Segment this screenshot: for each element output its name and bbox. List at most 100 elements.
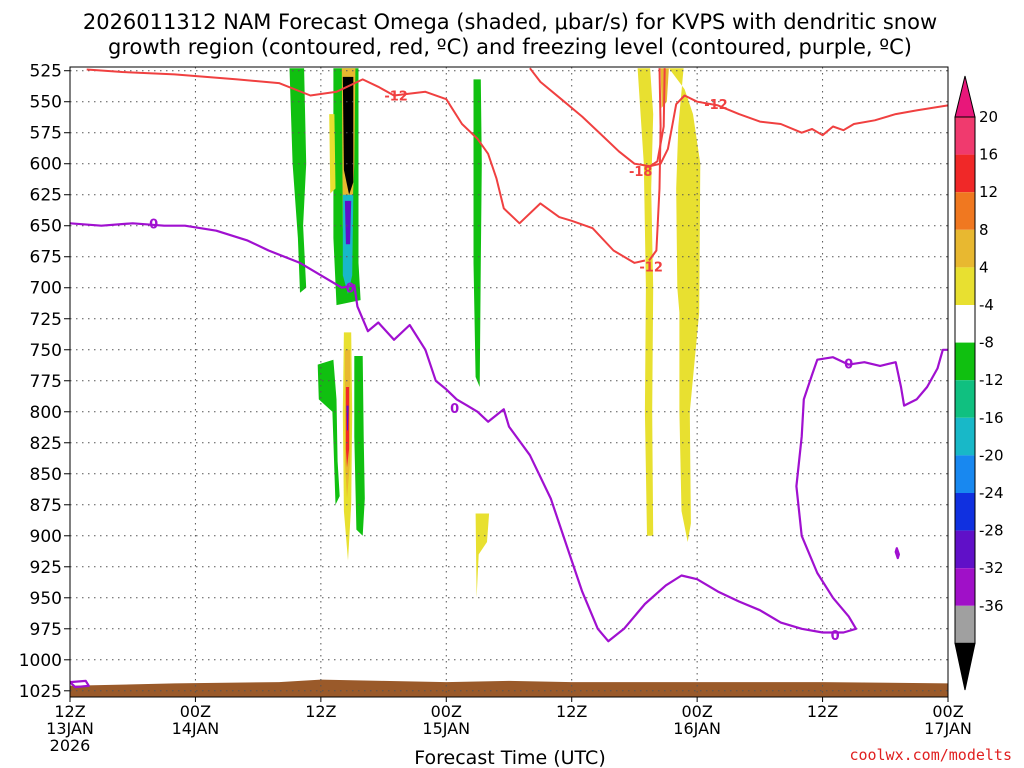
colorbar-bottom-cap bbox=[954, 642, 976, 691]
colorbar-swatch-3 bbox=[955, 229, 975, 268]
omega-region-7 bbox=[317, 359, 340, 505]
colorbar-label-0: 20 bbox=[979, 108, 998, 126]
x-tick-label-5-0: 00Z bbox=[681, 702, 712, 721]
colorbar-swatch-13 bbox=[955, 605, 975, 644]
omega-region-0 bbox=[289, 68, 307, 293]
y-tick-label-2: 575 bbox=[30, 124, 62, 144]
colorbar-label-11: -28 bbox=[979, 522, 1004, 540]
colorbar-swatch-10 bbox=[955, 493, 975, 531]
colorbar-label-10: -24 bbox=[979, 484, 1004, 502]
y-tick-label-4: 625 bbox=[30, 186, 62, 206]
contour-label-7: 0 bbox=[844, 357, 853, 372]
y-tick-label-13: 850 bbox=[30, 465, 62, 485]
colorbar-swatch-4 bbox=[955, 267, 975, 305]
colorbar-label-2: 12 bbox=[979, 183, 998, 201]
x-tick-label-0-2: 2026 bbox=[50, 736, 91, 755]
contour-labels: -12 -18 -12 -12 0 0 0 0 0 bbox=[149, 90, 853, 644]
x-tick-label-6-0: 12Z bbox=[807, 702, 838, 721]
plot-area bbox=[70, 67, 948, 697]
colorbar-swatch-2 bbox=[955, 192, 975, 230]
terrain bbox=[70, 679, 948, 697]
x-tick-label-0-1: 13JAN bbox=[46, 719, 94, 738]
credit-text: coolwx.com/modelts bbox=[849, 746, 1012, 764]
y-tick-label-1: 550 bbox=[30, 93, 62, 113]
y-tick-label-10: 775 bbox=[30, 372, 62, 392]
colorbar-swatch-12 bbox=[955, 568, 975, 606]
colorbar-label-4: 4 bbox=[979, 258, 989, 276]
plot-frame bbox=[69, 66, 949, 698]
omega-region-16 bbox=[668, 68, 701, 542]
dgz-contour-1 bbox=[529, 67, 948, 168]
omega-region-13 bbox=[473, 79, 482, 388]
y-tick-label-5: 650 bbox=[30, 217, 62, 237]
colorbar-label-3: 8 bbox=[979, 221, 989, 239]
colorbar-swatch-0 bbox=[955, 117, 975, 155]
dgz-contour-0 bbox=[86, 68, 646, 264]
colorbar-swatch-9 bbox=[955, 455, 975, 493]
y-tick-label-7: 700 bbox=[30, 279, 62, 299]
chart-title-line1: 2026011312 NAM Forecast Omega (shaded, μ… bbox=[83, 10, 937, 34]
dgz-contour-3 bbox=[648, 68, 662, 262]
colorbar-swatch-7 bbox=[955, 380, 975, 418]
y-tick-label-19: 1000 bbox=[19, 651, 62, 671]
colorbar-label-8: -16 bbox=[979, 409, 1004, 427]
y-tick-label-11: 800 bbox=[30, 403, 62, 423]
contour-label-6: 0 bbox=[450, 402, 459, 417]
x-tick-label-1-1: 14JAN bbox=[172, 719, 220, 738]
contour-label-4: 0 bbox=[149, 217, 158, 232]
y-tick-label-12: 825 bbox=[30, 434, 62, 454]
colorbar: 20 16 12 8 4 -4 -8 -12 -16 -20 -24 -28 -32 -36 bbox=[954, 75, 1004, 691]
omega-region-8 bbox=[354, 356, 365, 536]
x-axis-label: Forecast Time (UTC) bbox=[414, 747, 605, 768]
gridlines bbox=[70, 67, 948, 697]
x-tick-label-7-0: 00Z bbox=[932, 702, 963, 721]
x-tick-label-0-0: 12Z bbox=[54, 702, 85, 721]
terrain-fill bbox=[70, 679, 948, 697]
y-tick-label-17: 950 bbox=[30, 589, 62, 609]
omega-region-4 bbox=[342, 76, 354, 195]
x-tick-label-2-0: 12Z bbox=[305, 702, 336, 721]
omega-region-6 bbox=[344, 200, 352, 245]
y-tick-label-0: 525 bbox=[30, 62, 62, 82]
y-tick-label-20: 1025 bbox=[19, 682, 62, 702]
x-tick-label-1-0: 00Z bbox=[180, 702, 211, 721]
y-tick-label-14: 875 bbox=[30, 496, 62, 516]
y-tick-label-15: 900 bbox=[30, 527, 62, 547]
colorbar-swatch-5 bbox=[955, 305, 975, 343]
colorbar-swatch-1 bbox=[955, 154, 975, 193]
contour-label-3: -12 bbox=[704, 98, 728, 113]
y-axis: 525 550 575 600 625 650 675 700 725 750 775 800 825 8… bbox=[19, 62, 70, 702]
y-tick-label-6: 675 bbox=[30, 248, 62, 268]
x-tick-label-4-0: 12Z bbox=[556, 702, 587, 721]
colorbar-label-5: -4 bbox=[979, 296, 994, 314]
omega-region-2 bbox=[329, 114, 336, 194]
contour-label-1: -18 bbox=[629, 165, 653, 180]
contour-label-2: -12 bbox=[639, 261, 663, 276]
omega-region-14 bbox=[475, 513, 490, 598]
colorbar-label-1: 16 bbox=[979, 146, 998, 164]
y-tick-label-9: 750 bbox=[30, 341, 62, 361]
colorbar-label-13: -36 bbox=[979, 597, 1004, 615]
omega-shading bbox=[289, 68, 701, 598]
colorbar-swatch-11 bbox=[955, 530, 975, 569]
contours bbox=[70, 67, 948, 689]
x-tick-label-5-1: 16JAN bbox=[673, 719, 721, 738]
y-tick-label-18: 975 bbox=[30, 620, 62, 640]
freezing-contour-2 bbox=[894, 547, 900, 560]
contour-label-5: 0 bbox=[346, 282, 355, 297]
colorbar-label-6: -8 bbox=[979, 334, 994, 352]
colorbar-swatch-6 bbox=[955, 342, 975, 381]
x-tick-label-3-1: 15JAN bbox=[422, 719, 470, 738]
y-tick-label-8: 725 bbox=[30, 310, 62, 330]
x-tick-label-7-1: 17JAN bbox=[924, 719, 972, 738]
chart-title-line2: growth region (contoured, red, ºC) and f… bbox=[108, 35, 912, 59]
y-tick-label-16: 925 bbox=[30, 558, 62, 578]
colorbar-swatch-8 bbox=[955, 417, 975, 456]
x-tick-label-3-0: 00Z bbox=[431, 702, 462, 721]
freezing-contour-1 bbox=[70, 679, 90, 689]
omega-region-15 bbox=[637, 68, 654, 536]
contour-label-0: -12 bbox=[384, 90, 408, 105]
